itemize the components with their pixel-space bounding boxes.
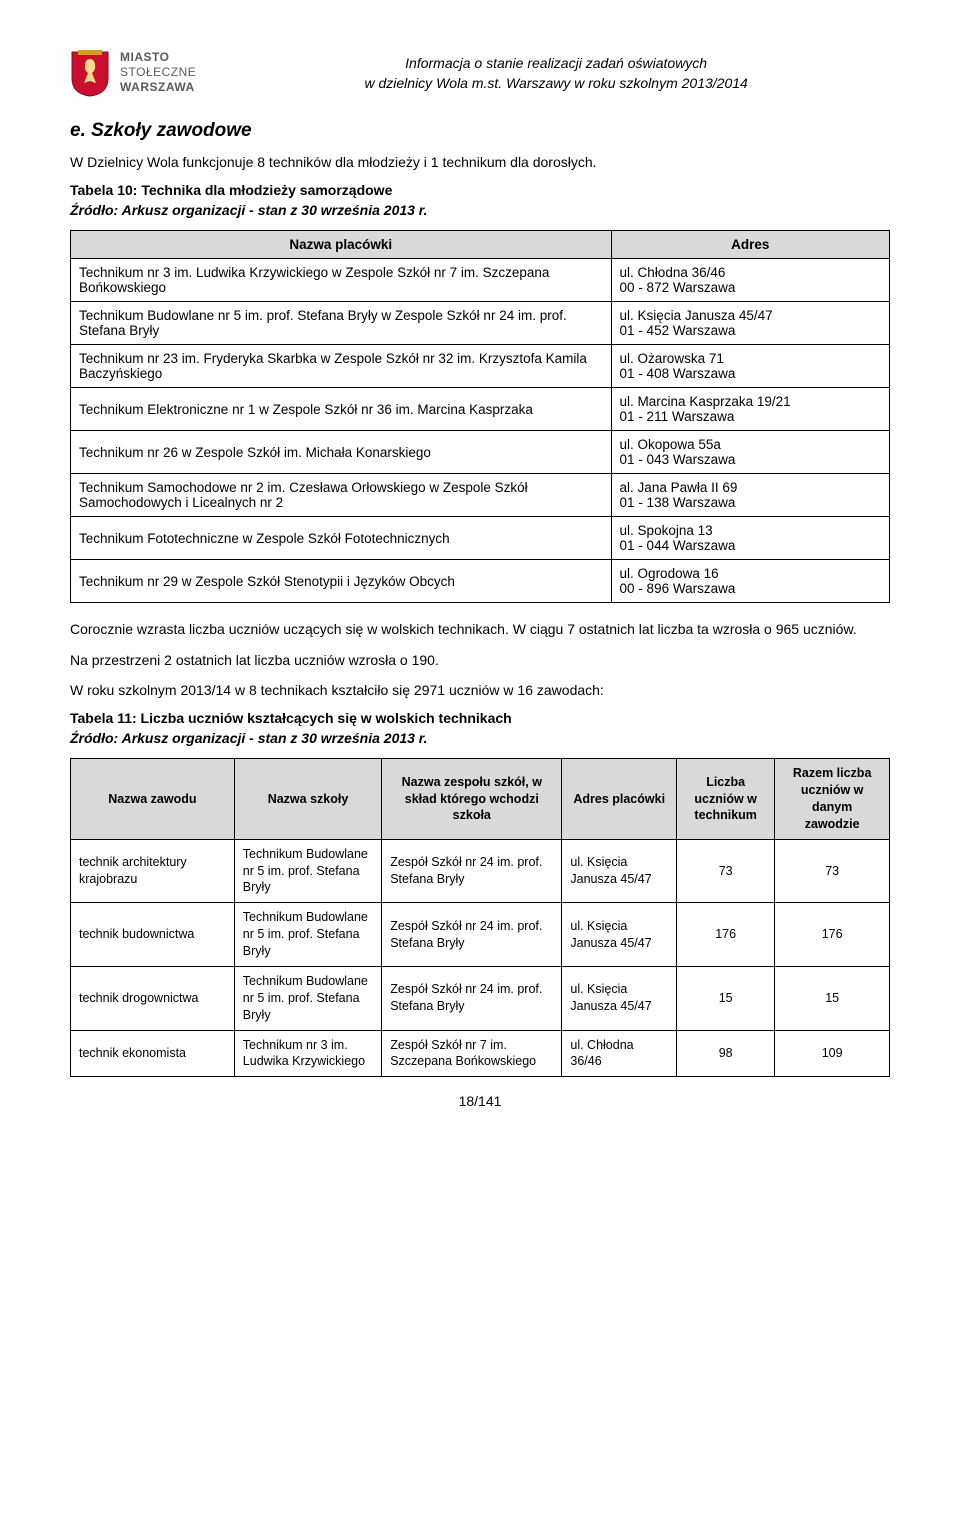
logo-block: MIASTO STOŁECZNE WARSZAWA	[70, 50, 196, 98]
table-row: technik architektury krajobrazuTechnikum…	[71, 839, 890, 903]
t1-addr: ul. Okopowa 55a 01 - 043 Warszawa	[611, 431, 889, 474]
t1-addr: ul. Ożarowska 71 01 - 408 Warszawa	[611, 345, 889, 388]
t1-addr: ul. Ogrodowa 16 00 - 896 Warszawa	[611, 560, 889, 603]
table1-source: Źródło: Arkusz organizacji - stan z 30 w…	[70, 202, 890, 218]
mid-p3: W roku szkolnym 2013/14 w 8 technikach k…	[70, 680, 890, 700]
t2-c1: technik ekonomista	[71, 1030, 235, 1077]
table-row: Technikum Elektroniczne nr 1 w Zespole S…	[71, 388, 890, 431]
t2-c5: 176	[677, 903, 775, 967]
t2-c3: Zespół Szkół nr 24 im. prof. Stefana Bry…	[382, 966, 562, 1030]
t2-c4: ul. Księcia Janusza 45/47	[562, 903, 677, 967]
t1-addr: ul. Chłodna 36/46 00 - 872 Warszawa	[611, 259, 889, 302]
mid-p1: Corocznie wzrasta liczba uczniów uczącyc…	[70, 619, 890, 639]
logo-text: MIASTO STOŁECZNE WARSZAWA	[120, 50, 196, 95]
t2-c1: technik drogownictwa	[71, 966, 235, 1030]
table1-caption: Tabela 10: Technika dla młodzieży samorz…	[70, 182, 890, 198]
t1-name: Technikum nr 29 w Zespole Szkół Stenotyp…	[71, 560, 612, 603]
table-row: Technikum Budowlane nr 5 im. prof. Stefa…	[71, 302, 890, 345]
t2-c6: 15	[775, 966, 890, 1030]
t2-c5: 98	[677, 1030, 775, 1077]
t2-c6: 73	[775, 839, 890, 903]
t1-h1: Nazwa placówki	[71, 231, 612, 259]
t2-c3: Zespół Szkół nr 24 im. prof. Stefana Bry…	[382, 903, 562, 967]
table-row: technik drogownictwaTechnikum Budowlane …	[71, 966, 890, 1030]
warsaw-crest-icon	[70, 50, 110, 98]
t2-h1: Nazwa zawodu	[71, 759, 235, 840]
header-title-l2: w dzielnicy Wola m.st. Warszawy w roku s…	[222, 74, 890, 94]
t2-c5: 73	[677, 839, 775, 903]
section-heading: e. Szkoły zawodowe	[70, 120, 890, 142]
header-title: Informacja o stanie realizacji zadań ośw…	[222, 50, 890, 93]
t1-addr: ul. Księcia Janusza 45/47 01 - 452 Warsz…	[611, 302, 889, 345]
t1-name: Technikum Fototechniczne w Zespole Szkół…	[71, 517, 612, 560]
table-header-row: Nazwa zawodu Nazwa szkoły Nazwa zespołu …	[71, 759, 890, 840]
page-number: 18/141	[70, 1093, 890, 1109]
t2-c4: ul. Chłodna 36/46	[562, 1030, 677, 1077]
t2-h3: Nazwa zespołu szkół, w skład którego wch…	[382, 759, 562, 840]
t1-name: Technikum nr 3 im. Ludwika Krzywickiego …	[71, 259, 612, 302]
t2-c4: ul. Księcia Janusza 45/47	[562, 839, 677, 903]
t2-c3: Zespół Szkół nr 7 im. Szczepana Bońkowsk…	[382, 1030, 562, 1077]
table-row: Technikum Fototechniczne w Zespole Szkół…	[71, 517, 890, 560]
t1-name: Technikum nr 26 w Zespole Szkół im. Mich…	[71, 431, 612, 474]
logo-line-2: STOŁECZNE	[120, 65, 196, 80]
page: MIASTO STOŁECZNE WARSZAWA Informacja o s…	[0, 0, 960, 1139]
t2-c1: technik architektury krajobrazu	[71, 839, 235, 903]
table2-caption: Tabela 11: Liczba uczniów kształcących s…	[70, 710, 890, 726]
table2-source: Źródło: Arkusz organizacji - stan z 30 w…	[70, 730, 890, 746]
page-header: MIASTO STOŁECZNE WARSZAWA Informacja o s…	[70, 50, 890, 98]
logo-line-1: MIASTO	[120, 50, 196, 65]
t2-c4: ul. Księcia Janusza 45/47	[562, 966, 677, 1030]
table-row: Technikum Samochodowe nr 2 im. Czesława …	[71, 474, 890, 517]
t2-h2: Nazwa szkoły	[234, 759, 381, 840]
t2-c1: technik budownictwa	[71, 903, 235, 967]
t2-c5: 15	[677, 966, 775, 1030]
t2-c2: Technikum Budowlane nr 5 im. prof. Stefa…	[234, 966, 381, 1030]
t1-addr: ul. Marcina Kasprzaka 19/21 01 - 211 War…	[611, 388, 889, 431]
t2-h4: Adres placówki	[562, 759, 677, 840]
t1-addr: al. Jana Pawła II 69 01 - 138 Warszawa	[611, 474, 889, 517]
mid-p2: Na przestrzeni 2 ostatnich lat liczba uc…	[70, 650, 890, 670]
table-zawody: Nazwa zawodu Nazwa szkoły Nazwa zespołu …	[70, 758, 890, 1077]
t1-name: Technikum Samochodowe nr 2 im. Czesława …	[71, 474, 612, 517]
t1-name: Technikum Elektroniczne nr 1 w Zespole S…	[71, 388, 612, 431]
t2-h6: Razem liczba uczniów w danym zawodzie	[775, 759, 890, 840]
table-row: technik ekonomistaTechnikum nr 3 im. Lud…	[71, 1030, 890, 1077]
t2-c3: Zespół Szkół nr 24 im. prof. Stefana Bry…	[382, 839, 562, 903]
header-title-l1: Informacja o stanie realizacji zadań ośw…	[222, 54, 890, 74]
t2-c6: 109	[775, 1030, 890, 1077]
table-row: Technikum nr 29 w Zespole Szkół Stenotyp…	[71, 560, 890, 603]
table-row: Technikum nr 26 w Zespole Szkół im. Mich…	[71, 431, 890, 474]
t2-c6: 176	[775, 903, 890, 967]
intro-paragraph: W Dzielnicy Wola funkcjonuje 8 techników…	[70, 152, 890, 172]
table-row: technik budownictwaTechnikum Budowlane n…	[71, 903, 890, 967]
table-technika: Nazwa placówki Adres Technikum nr 3 im. …	[70, 230, 890, 603]
table-row: Technikum nr 3 im. Ludwika Krzywickiego …	[71, 259, 890, 302]
table-row: Technikum nr 23 im. Fryderyka Skarbka w …	[71, 345, 890, 388]
t1-name: Technikum Budowlane nr 5 im. prof. Stefa…	[71, 302, 612, 345]
table-header-row: Nazwa placówki Adres	[71, 231, 890, 259]
t2-c2: Technikum Budowlane nr 5 im. prof. Stefa…	[234, 903, 381, 967]
t1-h2: Adres	[611, 231, 889, 259]
t2-c2: Technikum Budowlane nr 5 im. prof. Stefa…	[234, 839, 381, 903]
t1-name: Technikum nr 23 im. Fryderyka Skarbka w …	[71, 345, 612, 388]
logo-line-3: WARSZAWA	[120, 80, 196, 95]
t1-addr: ul. Spokojna 13 01 - 044 Warszawa	[611, 517, 889, 560]
t2-c2: Technikum nr 3 im. Ludwika Krzywickiego	[234, 1030, 381, 1077]
t2-h5: Liczba uczniów w technikum	[677, 759, 775, 840]
